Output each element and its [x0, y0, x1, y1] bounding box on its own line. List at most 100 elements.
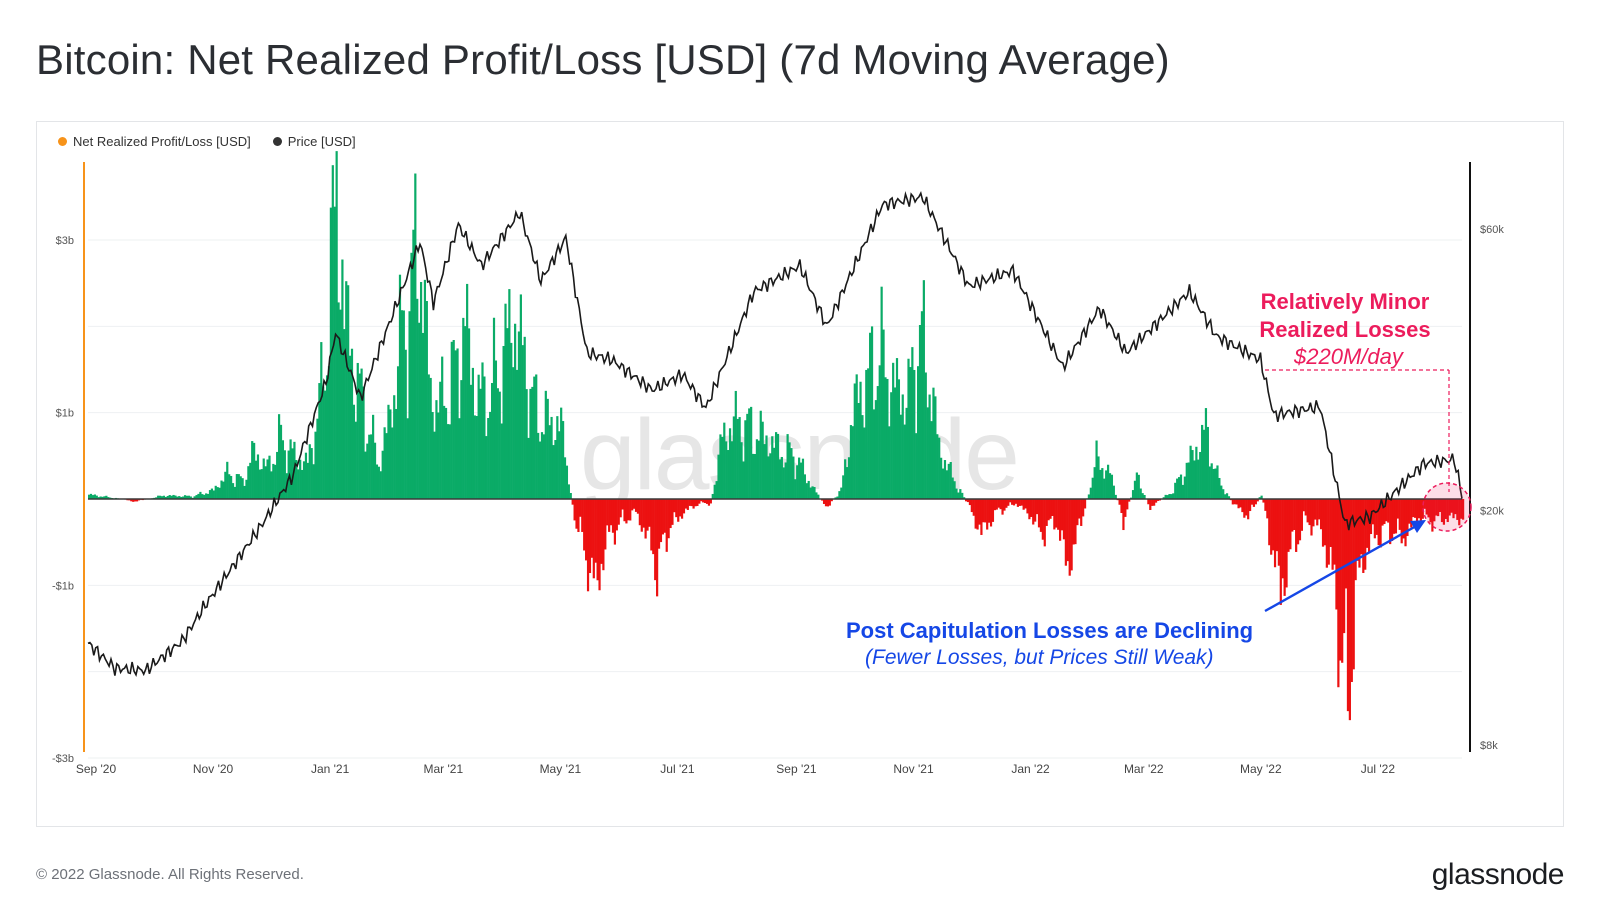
pnl-bar [1394, 499, 1398, 534]
brand-logo[interactable]: glassnode [1431, 858, 1565, 891]
pnl-bar [1047, 499, 1050, 521]
pnl-bar [260, 469, 263, 499]
pnl-bar [696, 499, 699, 506]
pnl-bar [230, 475, 233, 499]
pnl-bar [897, 379, 901, 499]
pnl-bar [876, 386, 879, 499]
pnl-bar [540, 432, 544, 499]
y-left-tick-label-1: $1b [56, 408, 74, 420]
pnl-bar [732, 416, 735, 499]
pnl-bar [279, 424, 283, 499]
pnl-bar [920, 311, 924, 499]
pnl-bar [387, 404, 390, 499]
pnl-bar [370, 434, 373, 499]
pnl-bar [870, 326, 874, 499]
legend-item-net-realized[interactable]: Net Realized Profit/Loss [USD] [58, 134, 251, 149]
pnl-bar [1053, 499, 1056, 530]
x-tick-label-4: May '21 [540, 762, 582, 776]
pnl-bar [899, 414, 902, 499]
pnl-bar [1354, 499, 1357, 581]
pnl-bar [164, 496, 167, 499]
x-tick-label-6: Sep '21 [776, 762, 817, 776]
pnl-bar [1243, 499, 1246, 518]
pnl-bar [1237, 499, 1240, 509]
pnl-bar [182, 496, 185, 499]
pnl-bar [1264, 499, 1267, 511]
pnl-bar [316, 418, 319, 499]
pnl-bar [590, 499, 593, 558]
pnl-bar [688, 499, 691, 506]
pnl-bar [1316, 499, 1319, 526]
pnl-bar [1440, 499, 1444, 523]
pnl-bar [782, 467, 785, 499]
pnl-bar [838, 491, 841, 499]
pnl-bar [761, 421, 764, 499]
pnl-bar [1080, 499, 1083, 526]
pnl-bar [673, 499, 676, 513]
pnl-bar [600, 499, 603, 564]
pnl-bar [410, 252, 413, 499]
pnl-bar [155, 497, 158, 499]
pnl-bar [799, 462, 803, 499]
pnl-bar [1310, 499, 1313, 536]
pnl-bar [636, 499, 640, 514]
pnl-bar [1009, 499, 1012, 503]
pnl-bar [675, 499, 678, 518]
pnl-bar [709, 499, 712, 504]
pnl-bar [222, 481, 225, 499]
pnl-bar [1093, 467, 1096, 499]
pnl-bar [667, 499, 670, 539]
pnl-bar [360, 368, 363, 499]
pnl-bar [1321, 499, 1325, 547]
pnl-bar [771, 436, 774, 499]
pnl-bar [1252, 499, 1256, 507]
pnl-bar [1131, 490, 1135, 499]
pnl-bar [485, 436, 488, 499]
pnl-bar [157, 495, 160, 499]
pnl-bar [325, 375, 329, 499]
pnl-bar [176, 496, 179, 499]
pnl-bar [1043, 499, 1046, 547]
pnl-bar [101, 496, 104, 499]
pnl-bar [395, 408, 398, 499]
pnl-bar [1383, 499, 1386, 525]
y-left-tick-label-2: -$1b [52, 580, 74, 592]
pnl-bar [1291, 499, 1294, 532]
pnl-bar [980, 499, 983, 535]
pnl-bar [1078, 499, 1081, 519]
pnl-bar [847, 457, 851, 499]
pnl-bar [1197, 459, 1200, 499]
pnl-bar [1143, 495, 1146, 499]
pnl-bar [1412, 499, 1415, 518]
pnl-bar [1037, 499, 1041, 528]
pnl-bar [180, 496, 183, 499]
pnl-bar [957, 492, 960, 499]
pnl-bar [270, 471, 273, 499]
pnl-bar [750, 406, 753, 499]
pnl-bar [844, 459, 847, 499]
pnl-bar [880, 286, 883, 499]
pnl-bar [773, 447, 776, 499]
pnl-bar [1314, 499, 1317, 520]
pnl-bar [623, 499, 626, 522]
legend-item-price[interactable]: Price [USD] [272, 134, 356, 149]
pnl-bar [99, 496, 102, 499]
pnl-bar [1429, 499, 1432, 523]
pnl-bar [297, 469, 300, 499]
pnl-bar [834, 497, 837, 499]
pnl-bar [727, 450, 730, 499]
pnl-bar [989, 499, 993, 527]
pnl-bar [1387, 499, 1390, 523]
pnl-bar [1055, 499, 1058, 528]
pnl-bar [425, 301, 428, 499]
pnl-bar [742, 461, 745, 499]
pnl-bar [1341, 499, 1344, 663]
pnl-bar [857, 403, 860, 499]
pnl-bar [1435, 499, 1438, 516]
pnl-bar [629, 499, 632, 521]
pnl-bar [613, 499, 616, 545]
pnl-bar [431, 412, 434, 499]
pnl-bar [178, 496, 181, 499]
pnl-bar [481, 362, 484, 499]
pnl-bar [648, 499, 651, 527]
